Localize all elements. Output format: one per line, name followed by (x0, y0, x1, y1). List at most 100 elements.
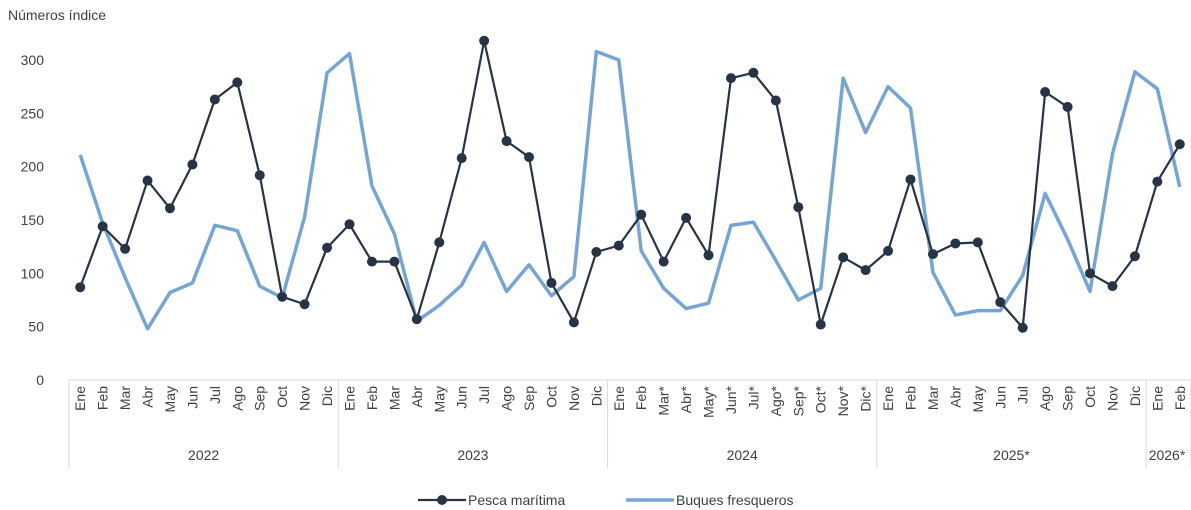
x-tick-label: Dic (1127, 386, 1143, 406)
x-tick-label: Mar (925, 386, 941, 410)
data-point (860, 265, 871, 276)
x-tick-label: Oct (274, 386, 290, 408)
x-tick-label: Dic (319, 386, 335, 406)
x-tick-label: Ene (611, 386, 627, 411)
x-tick-label: Sep* (790, 385, 806, 416)
x-tick-label: Abr (409, 386, 425, 408)
x-tick-label: Dic* (858, 385, 874, 411)
data-point (322, 242, 333, 253)
year-label: 2022 (188, 447, 219, 463)
data-point (501, 136, 512, 147)
data-point (1174, 139, 1185, 150)
x-tick-label: Abr (140, 386, 156, 408)
x-tick-label: May (162, 386, 178, 412)
data-point (815, 319, 826, 330)
legend-label: Buques fresqueros (676, 492, 794, 508)
data-point (456, 153, 467, 164)
data-point (1129, 251, 1140, 262)
year-label: 2026* (1149, 447, 1186, 463)
x-tick-label: Oct* (813, 385, 829, 413)
x-tick-label: Sep (1060, 386, 1076, 411)
data-point (142, 175, 153, 186)
year-label: 2023 (457, 447, 488, 463)
data-point (120, 243, 131, 254)
data-point (613, 240, 624, 251)
data-point (748, 67, 759, 78)
data-point (254, 170, 265, 181)
x-tick-label: Ago (499, 386, 515, 411)
data-point (1152, 176, 1163, 187)
x-tick-label: Mar (117, 386, 133, 410)
data-point (883, 245, 894, 256)
data-point (1017, 322, 1028, 333)
y-tick-label: 300 (21, 52, 45, 68)
data-point (1062, 101, 1073, 112)
data-point (905, 174, 916, 185)
x-tick-label: Jun (454, 386, 470, 409)
year-label: 2024 (727, 447, 758, 463)
x-tick-label: Nov (297, 386, 313, 411)
data-point (389, 256, 400, 267)
data-point (838, 252, 849, 263)
data-point (927, 249, 938, 260)
x-tick-label: Nov (1104, 386, 1120, 411)
data-point (725, 73, 736, 84)
series-line (79, 39, 1181, 329)
x-tick-label: Jun (992, 386, 1008, 409)
series-line (78, 49, 1182, 331)
x-tick-label: May (970, 386, 986, 412)
data-point (75, 282, 86, 293)
y-axis-title: Números índice (8, 7, 106, 23)
data-point (232, 77, 243, 88)
x-tick-label: Jul (476, 386, 492, 404)
x-tick-label: Jul (207, 386, 223, 404)
x-tick-label: Jun* (723, 385, 739, 414)
x-tick-label: Ago (1037, 386, 1053, 411)
x-tick-label: Oct (543, 386, 559, 408)
data-point (187, 159, 198, 170)
x-tick-label: Feb (95, 386, 111, 410)
x-tick-label: Feb (633, 386, 649, 410)
x-tick-label: Feb (364, 386, 380, 410)
y-tick-label: 250 (21, 105, 45, 121)
data-point (950, 238, 961, 249)
x-tick-label: Mar* (656, 385, 672, 415)
data-point (995, 297, 1006, 308)
legend-label: Pesca marítima (468, 492, 565, 508)
x-tick-label: Feb (903, 386, 919, 410)
data-point (164, 203, 175, 214)
data-point (972, 237, 983, 248)
data-point (636, 209, 647, 220)
x-tick-label: Ene (72, 386, 88, 411)
legend-marker (437, 495, 447, 505)
x-tick-label: Jul* (745, 385, 761, 409)
data-point (568, 317, 579, 328)
data-point (524, 152, 535, 163)
data-point (591, 247, 602, 257)
y-tick-label: 0 (36, 372, 44, 388)
x-tick-label: Abr (947, 386, 963, 408)
data-point (209, 94, 220, 105)
x-tick-label: Ene (880, 386, 896, 411)
data-point (1107, 281, 1118, 292)
data-point (770, 95, 781, 106)
x-tick-label: May (431, 386, 447, 412)
data-point (658, 256, 669, 267)
y-tick-label: 150 (21, 212, 45, 228)
data-point (1085, 268, 1096, 279)
data-point (681, 212, 692, 223)
y-tick-label: 200 (21, 159, 45, 175)
data-point (277, 291, 288, 302)
data-point (344, 219, 355, 230)
y-tick-label: 100 (21, 265, 45, 281)
x-tick-label: Nov (566, 386, 582, 411)
data-point (411, 314, 422, 325)
x-tick-label: May* (701, 385, 717, 417)
x-tick-label: Oct (1082, 386, 1098, 408)
x-tick-label: Jul (1015, 386, 1031, 404)
x-tick-label: Ene (1149, 386, 1165, 411)
x-tick-label: Ago* (768, 385, 784, 416)
data-point (703, 250, 714, 261)
x-tick-label: Dic (588, 386, 604, 406)
